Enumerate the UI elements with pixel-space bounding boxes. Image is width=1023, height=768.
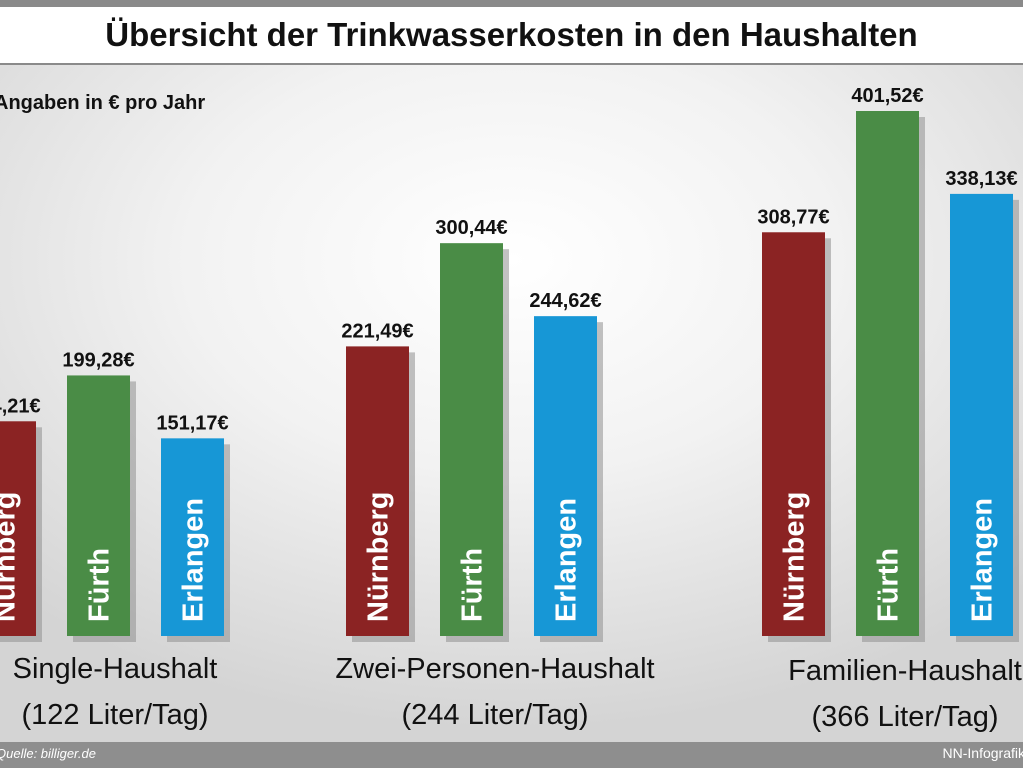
value-label: 164,21€	[0, 395, 41, 417]
footer-bar: Quelle: billiger.de NN-Infografik	[0, 742, 1023, 768]
bar-erlangen-2	[534, 316, 597, 636]
bar-nuernberg-3	[762, 232, 825, 636]
category-label: Zwei-Personen-Haushalt	[335, 653, 654, 685]
bar-nuernberg-2	[346, 346, 409, 636]
value-label: 401,52€	[851, 85, 923, 107]
credit-label: NN-Infografik	[942, 745, 1023, 761]
unit-label: Angaben in € pro Jahr	[0, 92, 206, 114]
bar-city-label: Nürnberg	[0, 492, 22, 623]
value-label: 308,77€	[757, 206, 829, 228]
top-bar	[0, 0, 1023, 7]
value-label: 244,62€	[529, 290, 601, 312]
source-label: Quelle: billiger.de	[0, 746, 96, 761]
chart-title: Übersicht der Trinkwasserkosten in den H…	[105, 16, 918, 53]
category-label: Familien-Haushalt	[788, 655, 1022, 687]
value-label: 338,13€	[945, 168, 1017, 190]
bar-fuerth-2	[440, 243, 503, 636]
bar-fuerth-1	[67, 375, 130, 636]
category-detail-label: (244 Liter/Tag)	[402, 699, 589, 731]
category-label: Single-Haushalt	[13, 653, 218, 685]
category-detail-label: (366 Liter/Tag)	[812, 701, 999, 733]
bar-city-label: Erlangen	[551, 498, 583, 622]
bar-city-label: Nürnberg	[779, 492, 811, 623]
category-detail-label: (122 Liter/Tag)	[22, 699, 209, 731]
bar-city-label: Erlangen	[178, 498, 210, 622]
bar-city-label: Fürth	[457, 548, 489, 622]
bar-erlangen-1	[161, 438, 224, 636]
bar-nuernberg-1	[0, 421, 36, 636]
value-label: 221,49€	[341, 320, 413, 342]
bar-city-label: Fürth	[873, 548, 905, 622]
bar-city-label: Erlangen	[967, 498, 999, 622]
bar-city-label: Nürnberg	[363, 492, 395, 623]
bar-erlangen-3	[950, 193, 1013, 637]
bar-city-label: Fürth	[84, 548, 116, 622]
title-bar: Übersicht der Trinkwasserkosten in den H…	[0, 7, 1023, 65]
value-label: 300,44€	[435, 217, 507, 239]
value-label: 199,28€	[62, 349, 134, 371]
value-label: 151,17€	[156, 412, 228, 434]
bar-fuerth-3	[856, 111, 919, 636]
